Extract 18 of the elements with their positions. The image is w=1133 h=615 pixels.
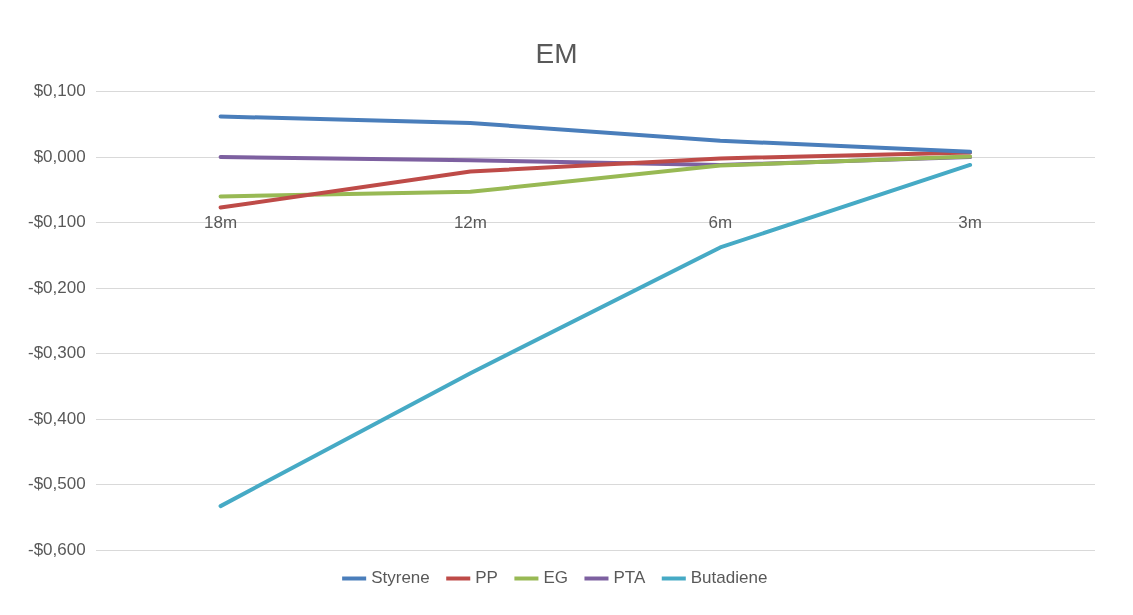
x-tick-label: 18m	[204, 212, 238, 232]
y-tick-label: $0,100	[33, 81, 86, 101]
chart-title: EM	[535, 37, 578, 69]
x-tick-label: 3m	[958, 212, 982, 232]
y-tick-label: -$0,600	[27, 539, 86, 559]
y-tick-label: -$0,500	[27, 474, 86, 494]
y-tick-label: -$0,100	[27, 212, 86, 232]
legend-label: PP	[475, 568, 498, 588]
x-tick-label: 12m	[453, 212, 487, 232]
y-tick-label: -$0,300	[27, 343, 86, 363]
legend-label: EG	[543, 568, 568, 588]
legend-label: Butadiene	[690, 568, 768, 588]
y-tick-label: -$0,400	[27, 408, 86, 428]
x-tick-label: 6m	[708, 212, 733, 232]
legend-label: PTA	[613, 568, 646, 588]
legend-label: Styrene	[371, 568, 430, 588]
y-tick-label: $0,000	[33, 146, 86, 166]
y-tick-label: -$0,200	[27, 277, 86, 297]
